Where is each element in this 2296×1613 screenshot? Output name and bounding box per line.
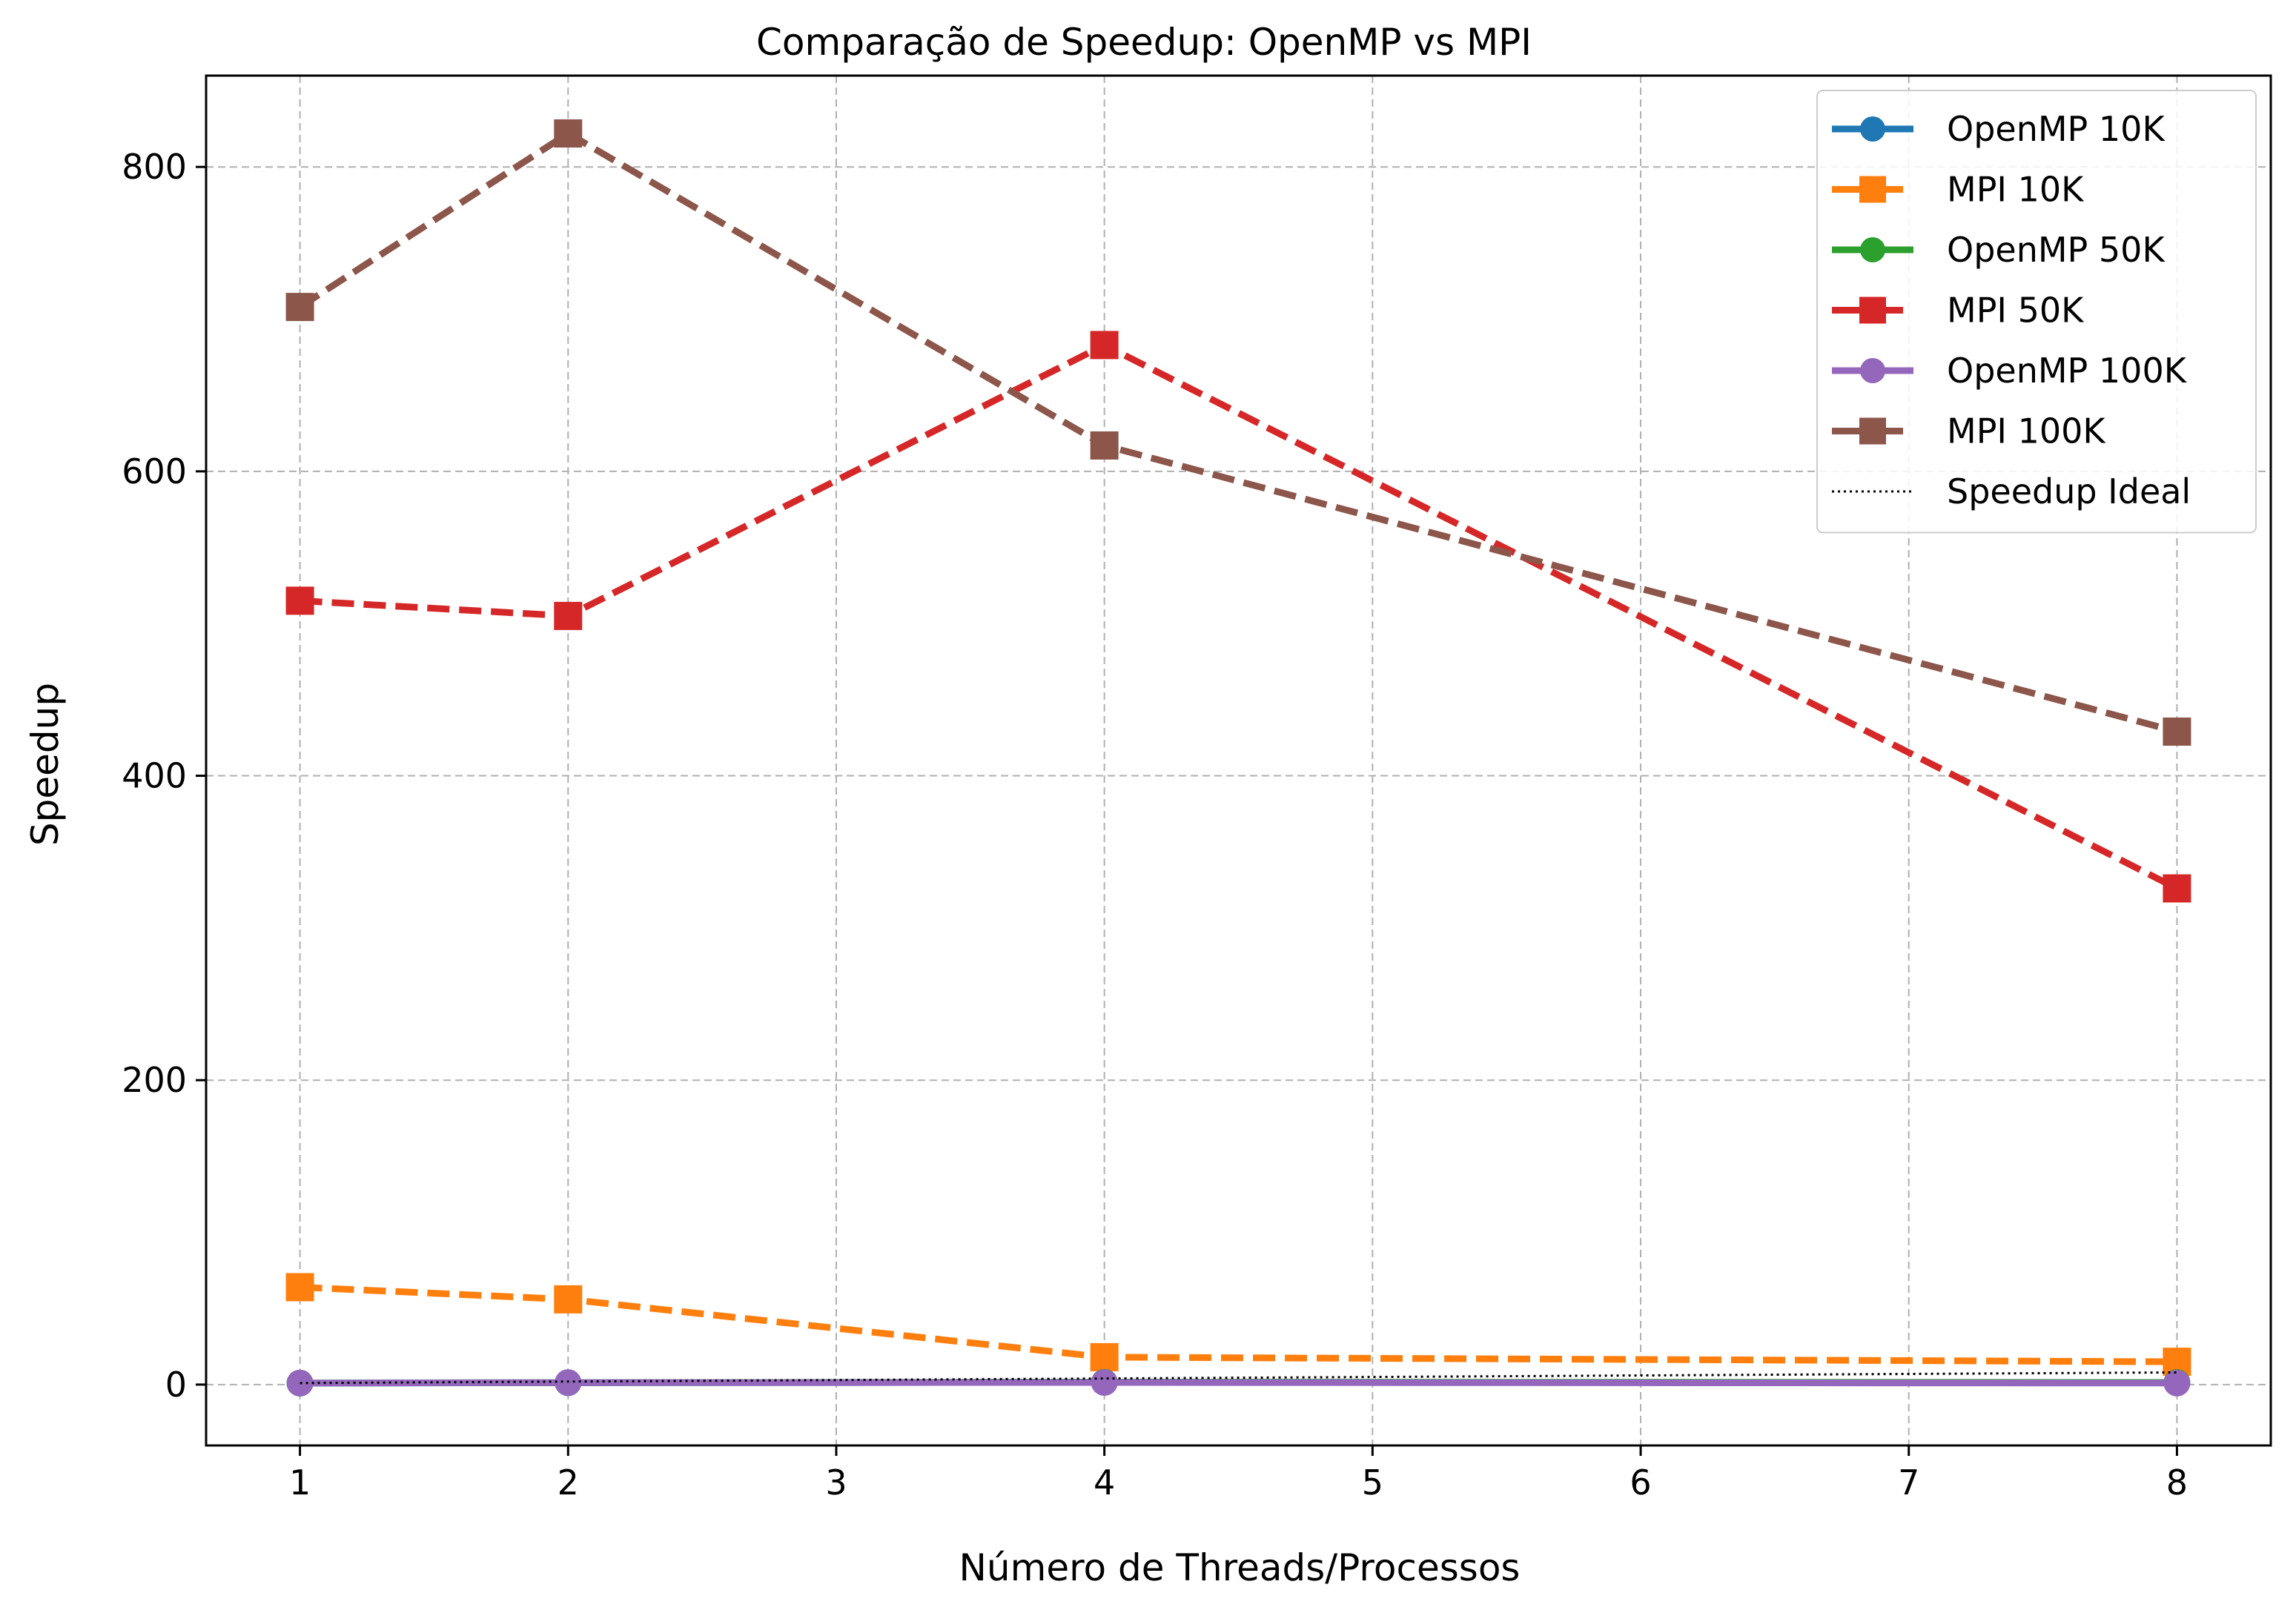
- data-point-openmp-100k-4: [1091, 1368, 1118, 1396]
- legend-label: OpenMP 100K: [1947, 351, 2188, 391]
- series-line-mpi-50k: [300, 341, 2179, 892]
- y-tick-label-600: 600: [122, 451, 187, 491]
- x-axis-label: Número de Threads/Processos: [959, 1546, 1521, 1589]
- y-tick-label-0: 0: [165, 1365, 187, 1405]
- legend-swatch-marker: [1860, 237, 1885, 262]
- series-mpi-100k: [285, 119, 2191, 746]
- series-lines: [285, 119, 2191, 1397]
- plot-frame: [205, 74, 2272, 1447]
- x-tick-label-2: 2: [558, 1463, 579, 1503]
- data-point-mpi-100k-4: [1090, 431, 1119, 460]
- legend-swatch-marker: [1860, 116, 1885, 142]
- legend-label: MPI 10K: [1947, 170, 2085, 210]
- legend-item-openmp-50k: OpenMP 50K: [1832, 230, 2166, 270]
- legend-item-speedup-ideal: Speedup Ideal: [1832, 471, 2191, 511]
- y-tick-label-400: 400: [122, 756, 187, 796]
- y-axis-label: Speedup: [24, 683, 67, 846]
- series-speedup-ideal: [300, 1371, 2177, 1385]
- data-point-mpi-100k-8: [2163, 717, 2191, 746]
- data-point-mpi-100k-1: [285, 293, 314, 322]
- legend-item-mpi-50k: MPI 50K: [1832, 291, 2085, 331]
- legend-swatch-marker: [1859, 417, 1886, 445]
- series-line-openmp-100k: [300, 1379, 2177, 1387]
- legend-label: Speedup Ideal: [1947, 471, 2191, 511]
- x-tick-label-7: 7: [1898, 1463, 1919, 1503]
- data-point-mpi-100k-2: [554, 119, 583, 148]
- legend-label: OpenMP 50K: [1947, 230, 2166, 270]
- axis-ticks: 1 2 3 4 5 6 7 8 0 200 400 600 800: [122, 147, 2188, 1503]
- legend-item-mpi-10k: MPI 10K: [1832, 170, 2085, 210]
- data-point-mpi-50k-4: [1090, 331, 1119, 360]
- legend-box: [1816, 90, 2257, 534]
- data-point-mpi-10k-1: [285, 1273, 314, 1302]
- legend-label: OpenMP 10K: [1947, 109, 2166, 149]
- data-point-openmp-100k-8: [2163, 1369, 2191, 1397]
- data-point-mpi-10k-2: [554, 1285, 583, 1314]
- y-tick-label-800: 800: [122, 147, 187, 187]
- legend-label: MPI 50K: [1947, 291, 2085, 331]
- data-point-mpi-50k-8: [2163, 874, 2191, 903]
- x-tick-label-4: 4: [1094, 1463, 1115, 1503]
- data-point-mpi-50k-2: [554, 601, 583, 630]
- legend-label: MPI 100K: [1947, 411, 2106, 451]
- x-tick-label-8: 8: [2166, 1463, 2188, 1503]
- x-tick-label-5: 5: [1362, 1463, 1383, 1503]
- series-line-mpi-100k: [298, 130, 2178, 735]
- legend-swatch-marker: [1859, 297, 1886, 324]
- data-point-mpi-10k-4: [1090, 1342, 1119, 1371]
- series-line-mpi-10k: [300, 1283, 2177, 1365]
- legend-item-openmp-10k: OpenMP 10K: [1832, 109, 2166, 149]
- series-line-speedup-ideal: [300, 1371, 2177, 1385]
- legend-item-openmp-100k: OpenMP 100K: [1832, 351, 2188, 391]
- x-tick-label-1: 1: [289, 1463, 311, 1503]
- legend-item-mpi-100k: MPI 100K: [1832, 411, 2106, 451]
- x-tick-label-3: 3: [825, 1463, 847, 1503]
- series-mpi-50k: [285, 331, 2191, 903]
- x-tick-label-6: 6: [1630, 1463, 1651, 1503]
- legend: OpenMP 10K MPI 10K OpenMP 50K MPI 50K OpenMP…: [1816, 90, 2257, 534]
- series-mpi-10k: [285, 1273, 2191, 1377]
- y-tick-label-200: 200: [122, 1060, 187, 1100]
- legend-swatch-marker: [1860, 358, 1885, 383]
- data-point-mpi-50k-1: [285, 586, 314, 615]
- chart-title: Comparação de Speedup: OpenMP vs MPI: [756, 21, 1532, 64]
- series-openmp-100k: [286, 1368, 2191, 1397]
- legend-swatch-marker: [1859, 176, 1886, 203]
